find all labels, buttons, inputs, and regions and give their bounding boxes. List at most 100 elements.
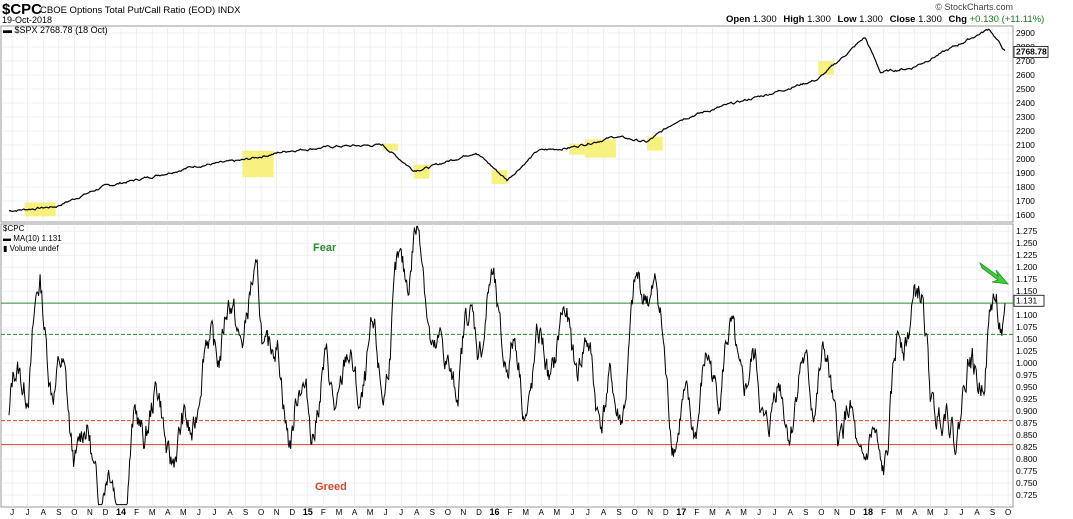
- x-tick-label: O: [445, 508, 451, 517]
- x-tick-label: D: [663, 508, 669, 517]
- x-tick-label: M: [367, 508, 374, 517]
- x-tick-label: 14: [116, 507, 126, 517]
- x-tick-label: J: [399, 508, 403, 517]
- x-tick-label: M: [709, 508, 716, 517]
- y-tick-label: 2400: [1016, 98, 1035, 108]
- x-tick-label: M: [740, 508, 747, 517]
- x-tick-label: M: [149, 508, 156, 517]
- x-tick-label: O: [258, 508, 264, 517]
- x-tick-label: J: [944, 508, 948, 517]
- x-tick-label: S: [243, 508, 248, 517]
- y-tick-label: 2700: [1016, 56, 1035, 66]
- chart-header: $CPC CBOE Options Total Put/Call Ratio (…: [0, 0, 1073, 26]
- chart-date: 19-Oct-2018: [2, 15, 53, 25]
- greed-label: Greed: [315, 481, 347, 493]
- y-tick-label: 0.950: [1016, 382, 1038, 392]
- x-tick-label: M: [336, 508, 343, 517]
- x-tick-label: S: [616, 508, 621, 517]
- chart-title: CBOE Options Total Put/Call Ratio (EOD) …: [40, 5, 241, 16]
- x-tick-label: J: [773, 508, 777, 517]
- cpc-legend: $CPC ▬ MA(10) 1.131 ▮ Volume undef: [3, 224, 62, 253]
- y-tick-label: 1.250: [1016, 238, 1038, 248]
- x-tick-label: S: [803, 508, 808, 517]
- x-tick-label: O: [71, 508, 77, 517]
- x-tick-label: J: [10, 508, 14, 517]
- y-tick-label: 1800: [1016, 182, 1035, 192]
- spx-line: [8, 28, 1006, 213]
- ohlc-readout: Open 1.300 High 1.300 Low 1.300 Close 1.…: [726, 14, 1045, 25]
- green-arrow: [979, 261, 1009, 285]
- y-tick-label: 1.100: [1016, 310, 1038, 320]
- y-tick-label: 1.225: [1016, 250, 1038, 260]
- x-tick-label: D: [289, 508, 295, 517]
- cpc-last-value-box: [1013, 294, 1045, 307]
- x-tick-label: J: [197, 508, 201, 517]
- x-tick-label: A: [227, 508, 233, 517]
- x-tick-label: N: [274, 508, 280, 517]
- y-tick-label: 0.725: [1016, 490, 1038, 500]
- x-tick-label: D: [103, 508, 109, 517]
- highlight-box: [24, 202, 56, 217]
- spx-last-value: 2768.78: [1016, 46, 1047, 56]
- x-tick-label: N: [461, 508, 467, 517]
- y-tick-label: 2300: [1016, 112, 1035, 122]
- y-tick-label: 0.775: [1016, 466, 1038, 476]
- highlight-box: [569, 143, 585, 155]
- y-tick-label: 1700: [1016, 196, 1035, 206]
- x-tick-label: F: [508, 508, 513, 517]
- x-tick-label: A: [974, 508, 980, 517]
- y-tick-label: 2600: [1016, 70, 1035, 80]
- x-tick-label: J: [959, 508, 963, 517]
- x-tick-label: A: [165, 508, 171, 517]
- y-tick-label: 1600: [1016, 210, 1035, 220]
- x-tick-label: 16: [490, 507, 500, 517]
- highlight-box: [491, 170, 507, 185]
- brand: © StockCharts.com: [935, 2, 1013, 12]
- cpc-last-value: 1.131: [1016, 295, 1038, 305]
- x-tick-label: O: [818, 508, 824, 517]
- y-tick-label: 2100: [1016, 140, 1035, 150]
- fear-label: Fear: [313, 242, 337, 254]
- x-tick-label: A: [912, 508, 918, 517]
- x-tick-label: 15: [303, 507, 313, 517]
- y-tick-label: 0.875: [1016, 418, 1038, 428]
- y-tick-label: 0.900: [1016, 406, 1038, 416]
- y-tick-label: 1.275: [1016, 226, 1038, 236]
- x-tick-label: J: [212, 508, 216, 517]
- highlight-box: [242, 150, 274, 178]
- highlight-box: [647, 136, 663, 151]
- y-tick-label: 1.075: [1016, 322, 1038, 332]
- x-tick-label: M: [180, 508, 187, 517]
- x-tick-label: J: [570, 508, 574, 517]
- y-tick-label: 2000: [1016, 154, 1035, 164]
- x-tick-label: N: [87, 508, 93, 517]
- x-tick-label: M: [927, 508, 934, 517]
- x-tick-label: J: [757, 508, 761, 517]
- y-tick-label: 0.975: [1016, 370, 1038, 380]
- x-tick-label: D: [476, 508, 482, 517]
- x-tick-label: N: [834, 508, 840, 517]
- y-tick-label: 1.200: [1016, 262, 1038, 272]
- top-panel-frame: [0, 25, 1014, 223]
- x-tick-label: A: [788, 508, 794, 517]
- cpc-ma-line: [8, 225, 1006, 506]
- x-tick-label: F: [321, 508, 326, 517]
- x-tick-label: S: [990, 508, 995, 517]
- y-tick-label: 2500: [1016, 84, 1035, 94]
- y-tick-label: 0.800: [1016, 454, 1038, 464]
- x-tick-label: J: [26, 508, 30, 517]
- x-tick-label: A: [601, 508, 607, 517]
- y-tick-label: 0.850: [1016, 430, 1038, 440]
- y-tick-label: 0.925: [1016, 394, 1038, 404]
- x-tick-label: O: [1005, 508, 1011, 517]
- y-tick-label: 1.000: [1016, 358, 1038, 368]
- x-tick-label: M: [553, 508, 560, 517]
- x-tick-label: A: [41, 508, 47, 517]
- y-tick-label: 1.025: [1016, 346, 1038, 356]
- x-tick-label: 18: [863, 507, 873, 517]
- symbol: $CPC: [2, 1, 43, 18]
- x-tick-label: S: [56, 508, 61, 517]
- y-tick-label: 2200: [1016, 126, 1035, 136]
- spx-last-value-box: [1013, 45, 1049, 58]
- highlight-box: [382, 143, 399, 151]
